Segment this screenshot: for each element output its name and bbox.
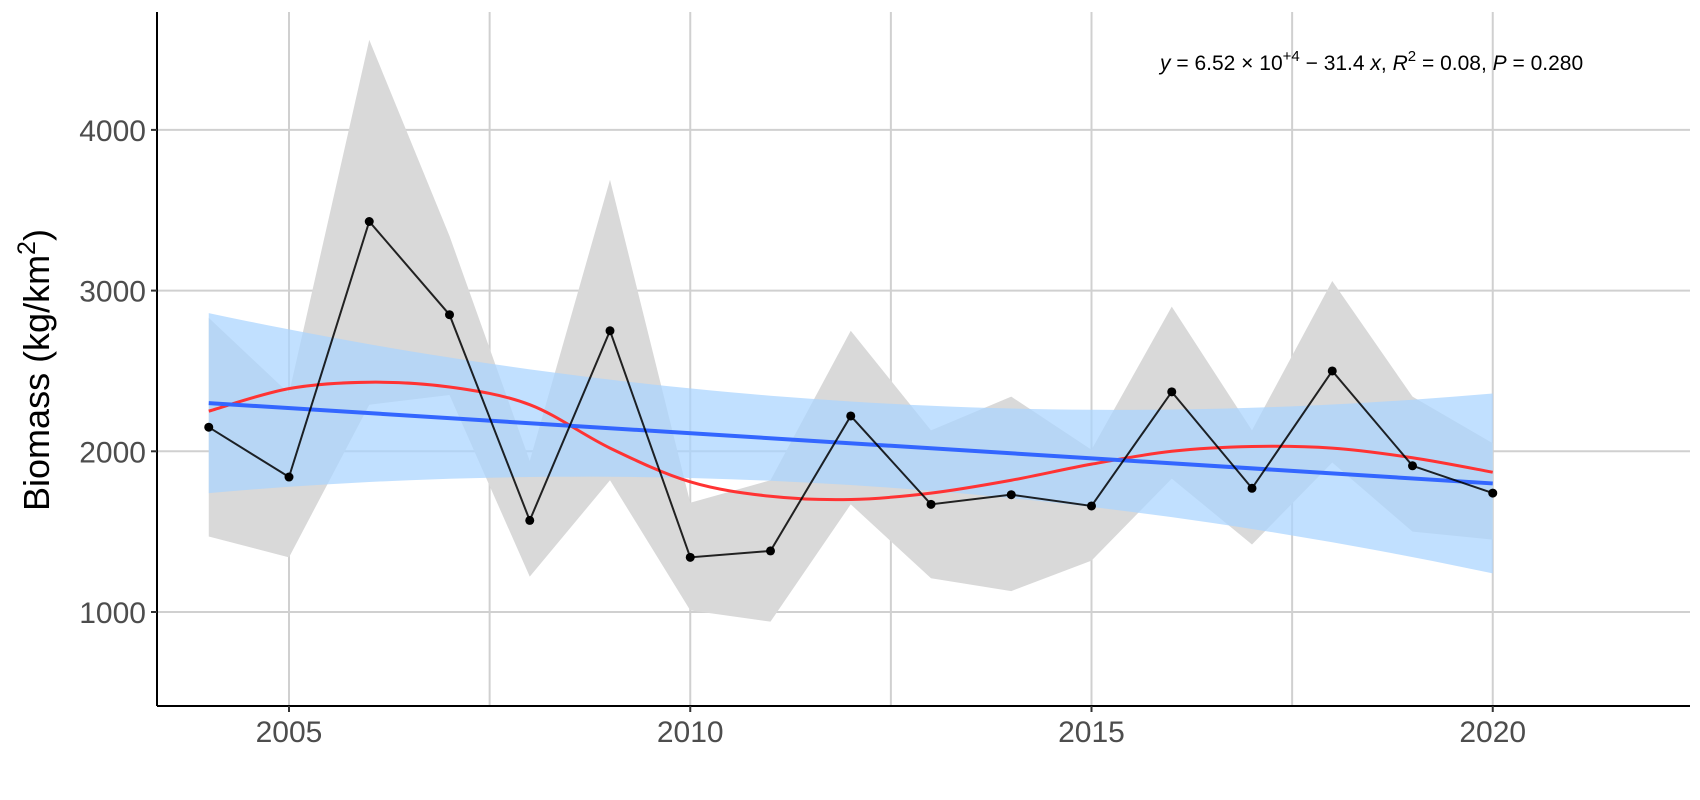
data-point [1167, 387, 1177, 397]
x-tick-label: 2015 [1058, 716, 1125, 749]
linear-fit-line [208, 401, 1493, 486]
data-point [1087, 501, 1096, 511]
data-point [605, 326, 615, 336]
data-point [1488, 488, 1498, 498]
data-point [1408, 461, 1417, 471]
loess-smoother-line [208, 380, 1494, 502]
smoother-path [208, 380, 1494, 502]
data-point [1247, 483, 1257, 493]
data-point [204, 422, 214, 432]
y-axis-title: Biomass (kg/km2) [13, 229, 57, 511]
x-tick-label: 2005 [256, 716, 323, 749]
y-tick-label: 2000 [79, 436, 146, 469]
y-tick-label: 1000 [79, 597, 146, 630]
data-point [525, 515, 535, 525]
data-point [445, 310, 454, 320]
data-point [685, 552, 695, 562]
data-point [1327, 366, 1337, 376]
fit-line [208, 401, 1493, 486]
data-point [364, 216, 374, 226]
x-tick-label: 2010 [657, 716, 724, 749]
data-points [204, 216, 1498, 562]
y-tick-label: 4000 [79, 115, 146, 148]
x-tick-label: 2020 [1459, 716, 1526, 749]
tick-labels: 1000 2000 3000 4000 2005 2010 2015 2020 [79, 115, 1526, 749]
data-point [766, 546, 775, 556]
data-point [846, 411, 856, 421]
data-point [926, 499, 936, 509]
data-point [284, 472, 294, 482]
data-point [1006, 490, 1016, 500]
regression-annotation: y = 6.52 × 10+4 − 31.4 x, R2 = 0.08, P =… [1158, 48, 1583, 75]
axes [156, 12, 1690, 707]
y-tick-label: 3000 [79, 276, 146, 309]
